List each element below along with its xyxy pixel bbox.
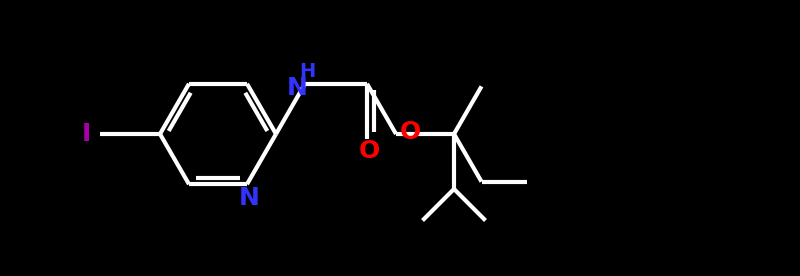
Text: I: I xyxy=(82,122,90,146)
Text: N: N xyxy=(238,186,259,210)
Text: O: O xyxy=(399,120,421,144)
Text: H: H xyxy=(299,62,315,81)
Text: N: N xyxy=(286,76,307,100)
Text: O: O xyxy=(358,139,380,163)
